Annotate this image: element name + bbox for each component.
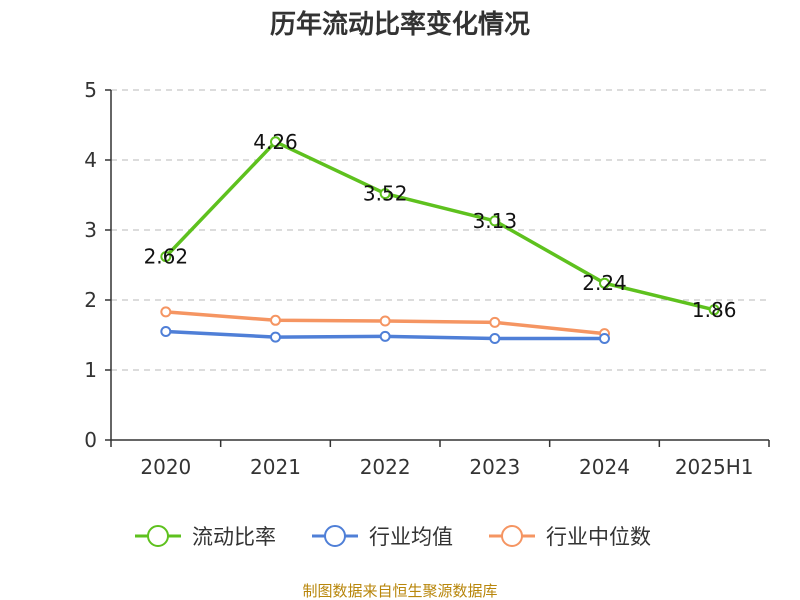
series-point-0[interactable]: [599, 277, 610, 289]
data-label: 3.52: [363, 182, 408, 206]
y-tick-label: 1: [84, 358, 97, 382]
y-tick-label: 2: [84, 288, 97, 312]
data-label: 2.62: [144, 245, 189, 269]
chart-title: 历年流动比率变化情况: [270, 9, 530, 40]
legend-marker: [501, 525, 523, 547]
series-point-0[interactable]: [379, 188, 391, 200]
data-label: 4.26: [253, 130, 298, 154]
y-tick-label: 3: [84, 218, 97, 242]
axes: 0 1 2 3 4 5 2020 2021 2022 2023 2024 2025H1: [84, 78, 770, 479]
series-point-1[interactable]: [160, 326, 172, 337]
series-point-0[interactable]: [708, 304, 720, 316]
series-point-1[interactable]: [270, 331, 281, 343]
grid-lines: [111, 89, 769, 371]
series-point-2[interactable]: [160, 306, 172, 318]
series-point-1[interactable]: [379, 330, 391, 342]
y-tick-label: 4: [84, 148, 97, 172]
data-label: 1.86: [692, 298, 737, 322]
series-line-0: [164, 140, 715, 312]
legend-marker: [147, 525, 169, 547]
x-tick-label: 2021: [250, 455, 301, 479]
y-tick-label: 5: [84, 78, 97, 102]
legend-item-0[interactable]: 流动比率: [135, 525, 276, 549]
series-point-2[interactable]: [489, 316, 501, 328]
x-tick-label: 2025H1: [675, 455, 754, 479]
legend-marker: [324, 525, 346, 547]
y-tick-label: 0: [84, 428, 97, 452]
series-point-2[interactable]: [270, 314, 281, 326]
legend[interactable]: 流动比率 行业均值 行业中位数: [135, 525, 651, 549]
data-labels: 2.62 4.26 3.52 3.13 2.24 1.86: [144, 130, 737, 322]
series-point-0[interactable]: [270, 136, 281, 148]
series-point-1[interactable]: [489, 333, 501, 344]
x-tick-label: 2024: [579, 455, 630, 479]
series-point-0[interactable]: [160, 251, 172, 263]
legend-label: 行业均值: [369, 525, 453, 549]
legend-label: 行业中位数: [546, 525, 651, 549]
legend-item-2[interactable]: 行业中位数: [489, 525, 651, 549]
source-note: 制图数据来自恒生聚源数据库: [302, 582, 497, 600]
series-point-2[interactable]: [379, 315, 391, 327]
x-tick-label: 2020: [140, 455, 191, 479]
series-group: [160, 136, 720, 344]
data-label: 3.13: [473, 209, 518, 233]
legend-item-1[interactable]: 行业均值: [312, 525, 453, 549]
x-tick-label: 2023: [469, 455, 520, 479]
data-label: 2.24: [582, 271, 627, 295]
x-tick-label: 2022: [360, 455, 411, 479]
legend-label: 流动比率: [192, 525, 276, 549]
series-point-0[interactable]: [489, 215, 501, 227]
series-point-1[interactable]: [599, 333, 610, 344]
